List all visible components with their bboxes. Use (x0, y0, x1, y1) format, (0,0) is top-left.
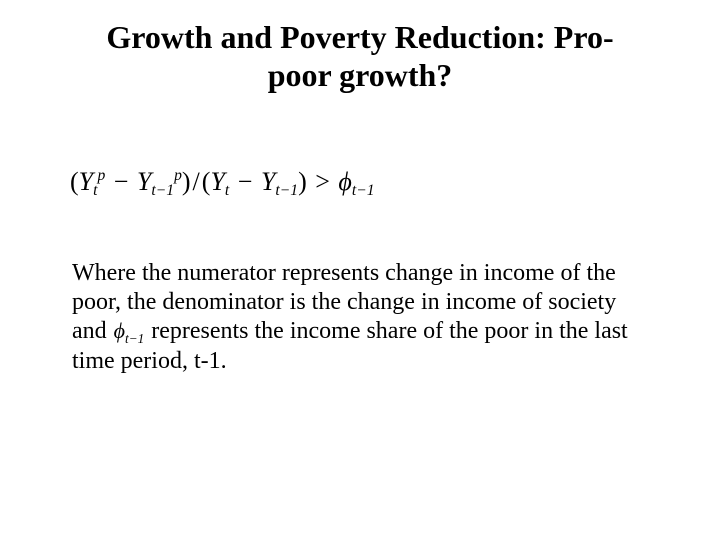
eq-phi-sub: t−1 (352, 182, 375, 199)
eq-minus-2: − (236, 167, 255, 197)
eq-term-Yt: Yt (210, 167, 229, 197)
body-paragraph: Where the numerator represents change in… (72, 259, 632, 376)
eq-Y3-sub: t (225, 182, 229, 199)
inline-phi-sub: t−1 (125, 331, 144, 346)
eq-lparen-1: ( (70, 167, 79, 197)
eq-phi-symbol: ϕ (338, 167, 351, 196)
eq-Y3-base: Y (210, 167, 224, 196)
equation: (Ytp − Yt−1p)/(Yt − Yt−1) > ϕt−1 (70, 165, 680, 197)
inline-phi: ϕt−1 (113, 318, 146, 345)
eq-Y2-base: Y (137, 167, 151, 196)
eq-rparen-1: ) (182, 167, 191, 197)
eq-gt: > (313, 167, 332, 197)
eq-Y1-base: Y (79, 167, 93, 196)
eq-slash: / (191, 167, 202, 197)
inline-phi-symbol: ϕ (114, 318, 125, 343)
eq-Y2-sub: t−1 (151, 182, 174, 199)
eq-Y2-sup: p (174, 167, 182, 184)
slide-title: Growth and Poverty Reduction: Pro- poor … (50, 18, 670, 95)
eq-rparen-2: ) (298, 167, 307, 197)
slide-container: Growth and Poverty Reduction: Pro- poor … (0, 0, 720, 540)
eq-term-Ytm1-p: Yt−1p (137, 167, 182, 197)
eq-Y4-sub: t−1 (275, 182, 298, 199)
eq-term-Ytm1: Yt−1 (261, 167, 298, 197)
eq-lparen-2: ( (202, 167, 211, 197)
eq-minus-1: − (112, 167, 131, 197)
eq-Y1-sub: t (93, 182, 97, 199)
eq-Y4-base: Y (261, 167, 275, 196)
eq-Y1-sup: p (97, 167, 105, 184)
body-post-text: represents the income share of the poor … (72, 318, 628, 373)
title-line-2: poor growth? (268, 57, 453, 93)
eq-phi: ϕt−1 (338, 167, 374, 197)
title-line-1: Growth and Poverty Reduction: Pro- (106, 19, 613, 55)
eq-term-Yt-p: Ytp (79, 167, 106, 197)
